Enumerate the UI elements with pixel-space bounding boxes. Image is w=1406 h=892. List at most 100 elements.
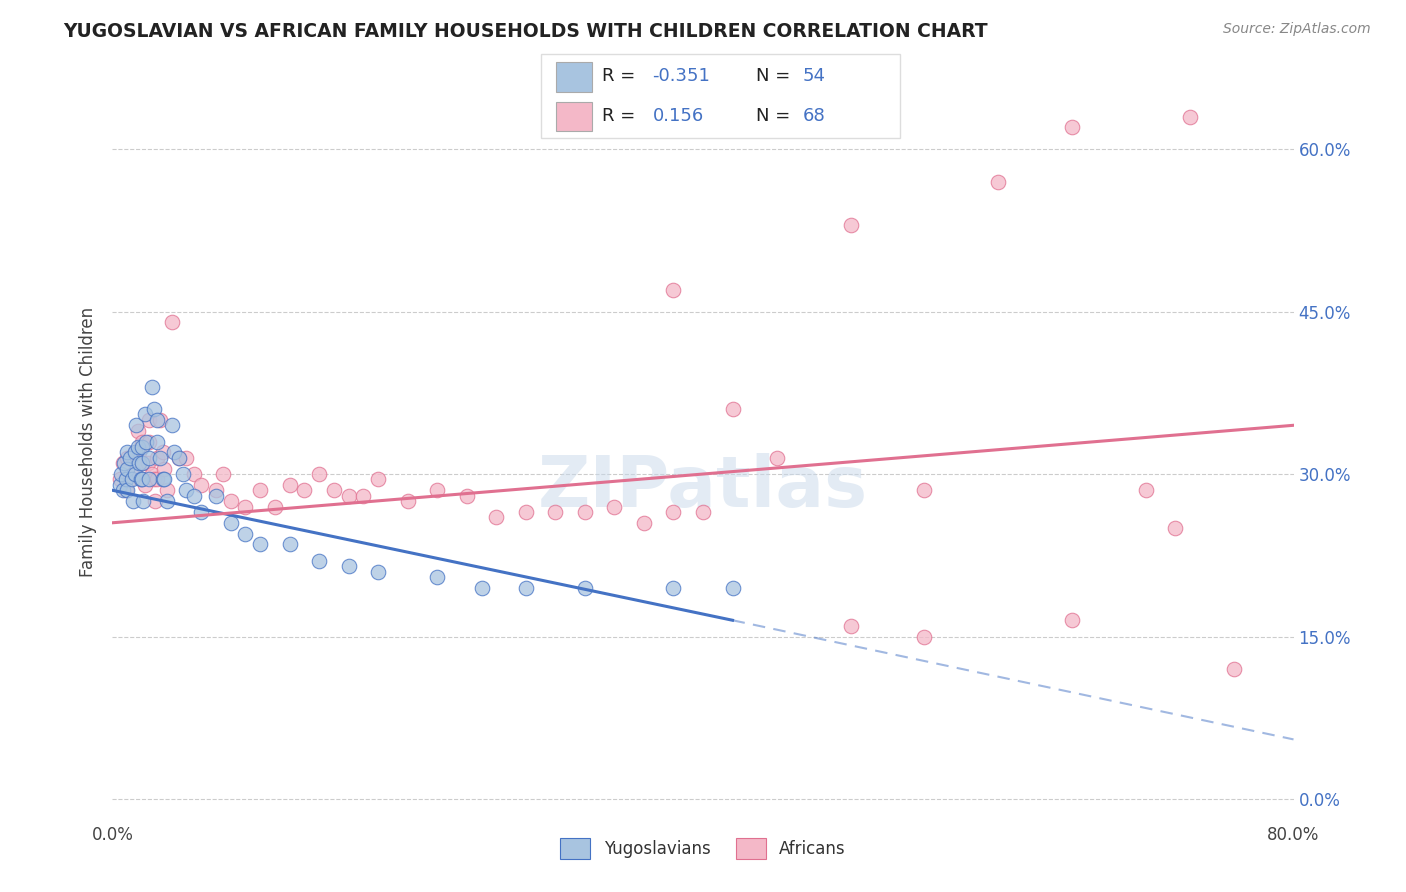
Text: -0.351: -0.351 [652, 68, 710, 86]
Point [278, 478, 301, 492]
Point [662, 283, 685, 297]
Text: ZIPatlas: ZIPatlas [538, 452, 868, 522]
Point [212, 467, 235, 481]
Point [174, 450, 197, 465]
Point [117, 461, 138, 475]
Point [662, 581, 685, 595]
Point [138, 473, 160, 487]
Point [163, 445, 186, 459]
Point [692, 505, 714, 519]
Point [292, 483, 315, 498]
Point [233, 526, 256, 541]
Point [396, 494, 419, 508]
Bar [555, 62, 592, 92]
Point [129, 473, 152, 487]
Point [124, 467, 146, 481]
Point [456, 489, 478, 503]
Point [131, 456, 153, 470]
Point [1178, 110, 1201, 124]
Point [138, 434, 160, 449]
Point [603, 500, 626, 514]
Point [127, 440, 149, 454]
Point [485, 510, 508, 524]
Point [426, 570, 449, 584]
Point [146, 434, 169, 449]
Point [574, 581, 596, 595]
Point [766, 450, 789, 465]
Point [135, 434, 157, 449]
Point [142, 473, 165, 487]
Point [839, 218, 862, 232]
Point [278, 537, 301, 551]
Point [167, 450, 190, 465]
Text: Source: ZipAtlas.com: Source: ZipAtlas.com [1223, 22, 1371, 37]
Point [131, 456, 153, 470]
Point [146, 450, 169, 465]
Point [146, 413, 169, 427]
Point [323, 483, 346, 498]
Point [219, 494, 242, 508]
Point [367, 565, 389, 579]
Point [149, 450, 172, 465]
Point [114, 483, 136, 498]
Point [337, 559, 360, 574]
Point [132, 494, 155, 508]
Point [117, 450, 138, 465]
Point [110, 467, 132, 481]
Point [1135, 483, 1157, 498]
Bar [555, 102, 592, 131]
Point [136, 456, 159, 470]
Point [112, 456, 135, 470]
Point [129, 473, 152, 487]
Point [233, 500, 256, 514]
Point [264, 500, 287, 514]
Text: R =: R = [602, 107, 647, 125]
Point [205, 489, 228, 503]
Point [515, 581, 537, 595]
Text: 0.156: 0.156 [652, 107, 704, 125]
Text: 54: 54 [803, 68, 827, 86]
Point [117, 483, 138, 498]
Point [174, 483, 197, 498]
Point [146, 473, 169, 487]
Text: N =: N = [756, 107, 796, 125]
Point [721, 581, 744, 595]
Point [124, 445, 146, 459]
Point [574, 505, 596, 519]
Point [117, 445, 138, 459]
Point [124, 445, 146, 459]
Point [367, 473, 389, 487]
Point [138, 413, 160, 427]
Point [987, 175, 1010, 189]
Point [120, 450, 142, 465]
Point [544, 505, 567, 519]
Point [131, 434, 153, 449]
Point [142, 402, 165, 417]
Point [143, 494, 166, 508]
Point [149, 413, 172, 427]
Point [156, 483, 179, 498]
Point [141, 380, 163, 394]
Point [183, 467, 205, 481]
Point [308, 467, 330, 481]
Point [134, 408, 156, 422]
Point [122, 494, 145, 508]
Point [914, 483, 936, 498]
Text: R =: R = [602, 68, 641, 86]
Point [111, 456, 134, 470]
Point [515, 505, 537, 519]
Point [153, 461, 176, 475]
Point [190, 505, 212, 519]
Point [1164, 521, 1187, 535]
Point [160, 418, 183, 433]
Point [839, 618, 862, 632]
Point [167, 450, 190, 465]
Point [134, 478, 156, 492]
Point [121, 473, 143, 487]
Point [662, 505, 685, 519]
Point [141, 467, 163, 481]
Point [124, 467, 146, 481]
Point [219, 516, 242, 530]
Point [152, 473, 174, 487]
Point [190, 478, 212, 492]
